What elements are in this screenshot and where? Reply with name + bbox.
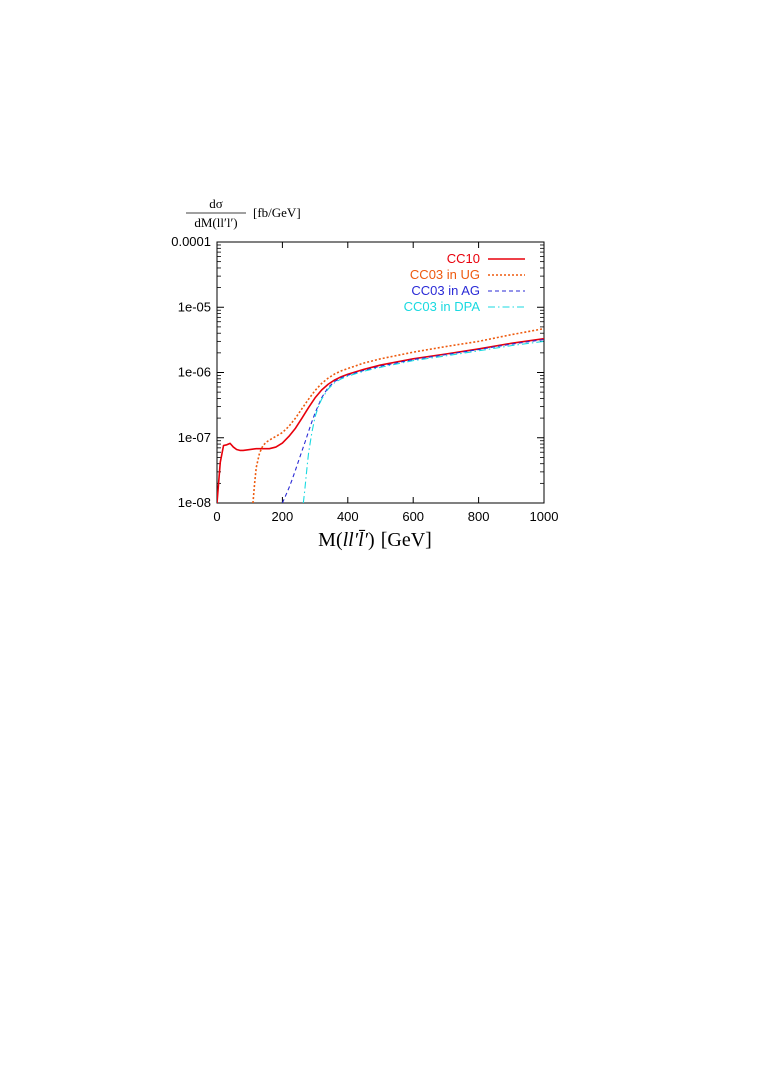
series-line-cc10	[217, 337, 544, 503]
y-tick-label: 1e-05	[178, 299, 211, 314]
series-line-cc03-in-dpa	[302, 340, 544, 503]
y-tick-label: 1e-07	[178, 430, 211, 445]
x-tick-label: 800	[468, 509, 490, 524]
y-axis-label-numerator: dσ	[209, 196, 223, 211]
y-axis-label-unit: [fb/GeV]	[253, 205, 301, 220]
axis-ticks	[216, 241, 545, 504]
legend-label-cc10: CC10	[447, 251, 480, 266]
legend-label-cc03-in-ug: CC03 in UG	[410, 267, 480, 282]
x-axis-label: M(ll′l̄′) [GeV]	[318, 529, 432, 551]
y-tick-label: 1e-08	[178, 495, 211, 510]
x-tick-label: 200	[272, 509, 294, 524]
x-axis-label-prefix: M(	[318, 529, 343, 551]
y-axis-label: dσ dM(ll′l′) [fb/GeV]	[186, 196, 301, 230]
x-tick-label: 600	[402, 509, 424, 524]
plot-frame	[216, 241, 545, 504]
y-axis-label-denominator: dM(ll′l′)	[194, 215, 237, 230]
x-tick-label: 0	[213, 509, 220, 524]
x-axis-label-suffix: )	[368, 529, 375, 551]
legend-label-cc03-in-ag: CC03 in AG	[411, 283, 480, 298]
x-axis-label-vars: ll′l̄′	[343, 529, 369, 551]
x-tick-label: 1000	[530, 509, 559, 524]
legend-label-cc03-in-dpa: CC03 in DPA	[404, 299, 481, 314]
y-tick-label: 1e-06	[178, 365, 211, 380]
series-line-cc03-in-ug	[252, 327, 544, 503]
x-axis-label-unit: [GeV]	[381, 529, 432, 551]
axis-tick-labels: 0 200 400 600 800 1000 0.0001 1e-05 1e-06 1e-07 1e…	[171, 234, 558, 524]
data-curves	[217, 327, 544, 503]
x-tick-label: 400	[337, 509, 359, 524]
y-tick-label: 0.0001	[171, 234, 211, 249]
series-line-cc03-in-ag	[281, 338, 544, 503]
